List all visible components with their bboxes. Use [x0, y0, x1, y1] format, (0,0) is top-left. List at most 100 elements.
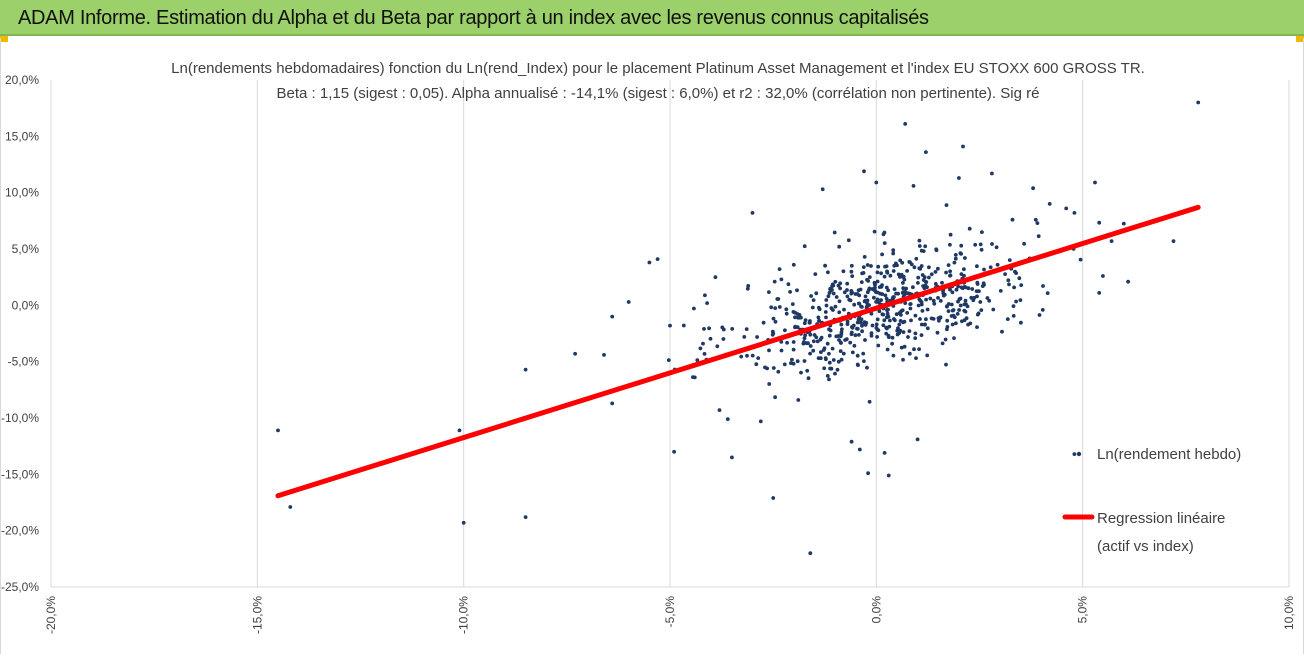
data-point	[784, 307, 789, 312]
data-point	[967, 226, 972, 231]
data-point	[1006, 278, 1011, 283]
data-point	[919, 333, 924, 337]
data-point	[861, 271, 866, 275]
data-point	[767, 290, 771, 294]
data-point	[808, 319, 812, 323]
data-point	[850, 350, 855, 355]
data-point	[767, 348, 771, 353]
data-point	[875, 335, 879, 339]
data-point	[523, 367, 528, 372]
data-point	[795, 312, 800, 316]
data-point	[940, 280, 944, 285]
data-point	[859, 320, 863, 325]
data-point	[833, 304, 838, 309]
data-point	[858, 287, 863, 292]
data-point	[959, 243, 964, 248]
data-point	[793, 315, 797, 320]
data-point	[886, 335, 891, 339]
data-point	[808, 551, 813, 556]
data-point	[987, 298, 992, 303]
data-point	[867, 286, 872, 291]
data-point	[901, 286, 906, 291]
legend-label-regression: Regression linéaire	[1097, 510, 1225, 527]
data-point	[786, 282, 791, 287]
data-point	[940, 341, 945, 346]
data-point	[960, 319, 964, 324]
data-point	[750, 353, 755, 358]
data-point	[822, 346, 827, 351]
data-point	[885, 270, 890, 275]
y-tick-label: -20,0%	[1, 524, 39, 538]
data-point	[901, 274, 906, 279]
data-point	[917, 244, 922, 248]
data-point	[978, 300, 983, 304]
data-point	[980, 230, 984, 235]
y-tick-label: 0,0%	[12, 298, 40, 312]
data-point	[770, 329, 775, 334]
data-point	[756, 356, 761, 360]
data-point	[773, 395, 777, 400]
x-tick-label: -20,0%	[44, 596, 58, 634]
data-point	[849, 263, 854, 268]
y-tick-label: 20,0%	[5, 73, 39, 87]
data-point	[790, 357, 794, 362]
data-point	[898, 328, 903, 333]
data-point	[884, 264, 889, 269]
data-point	[668, 323, 672, 328]
data-point	[927, 265, 931, 270]
data-point	[702, 327, 706, 331]
data-point	[828, 328, 833, 333]
data-point	[844, 337, 849, 342]
data-point	[791, 262, 796, 267]
data-point	[838, 340, 843, 345]
data-point	[933, 270, 938, 274]
data-point	[1018, 298, 1023, 302]
data-point	[1045, 291, 1050, 295]
data-point	[867, 275, 872, 279]
data-point	[975, 282, 980, 286]
data-point	[976, 311, 981, 316]
data-point	[779, 340, 784, 344]
legend-label-regression-sub: (actif vs index)	[1097, 538, 1194, 555]
y-tick-label: -5,0%	[8, 355, 40, 369]
data-point	[948, 273, 953, 278]
data-point	[925, 326, 930, 331]
data-point	[823, 310, 828, 314]
data-point	[959, 252, 963, 256]
data-point	[963, 309, 968, 314]
data-point	[742, 335, 747, 339]
data-point	[701, 341, 705, 346]
data-point	[782, 362, 787, 367]
data-point	[973, 242, 978, 247]
data-point	[995, 262, 1000, 267]
data-point	[1033, 217, 1038, 222]
y-tick-label: -25,0%	[1, 580, 39, 594]
data-point	[891, 269, 896, 273]
chart-title: Ln(rendements hebdomadaires) fonction du…	[171, 60, 1145, 77]
data-point	[873, 288, 877, 293]
data-point	[908, 302, 913, 306]
data-point	[823, 263, 827, 268]
data-point	[835, 367, 840, 372]
data-point	[796, 398, 801, 402]
chart-subtitle: Beta : 1,15 (sigest : 0,05). Alpha annua…	[277, 85, 1040, 102]
data-point	[929, 316, 934, 321]
data-point	[890, 335, 895, 340]
data-point	[802, 340, 806, 344]
data-point	[891, 248, 896, 253]
data-point	[919, 322, 924, 327]
data-point	[933, 282, 938, 286]
data-point	[882, 274, 887, 279]
data-point	[957, 176, 961, 180]
data-point	[838, 286, 842, 291]
data-point	[998, 289, 1003, 293]
data-point	[730, 455, 734, 460]
data-point	[891, 353, 896, 358]
data-point	[885, 315, 889, 319]
data-point	[870, 323, 875, 328]
data-point	[839, 322, 844, 327]
data-point	[779, 348, 784, 353]
data-point	[827, 351, 831, 356]
data-point	[850, 290, 854, 295]
data-point	[913, 313, 918, 318]
